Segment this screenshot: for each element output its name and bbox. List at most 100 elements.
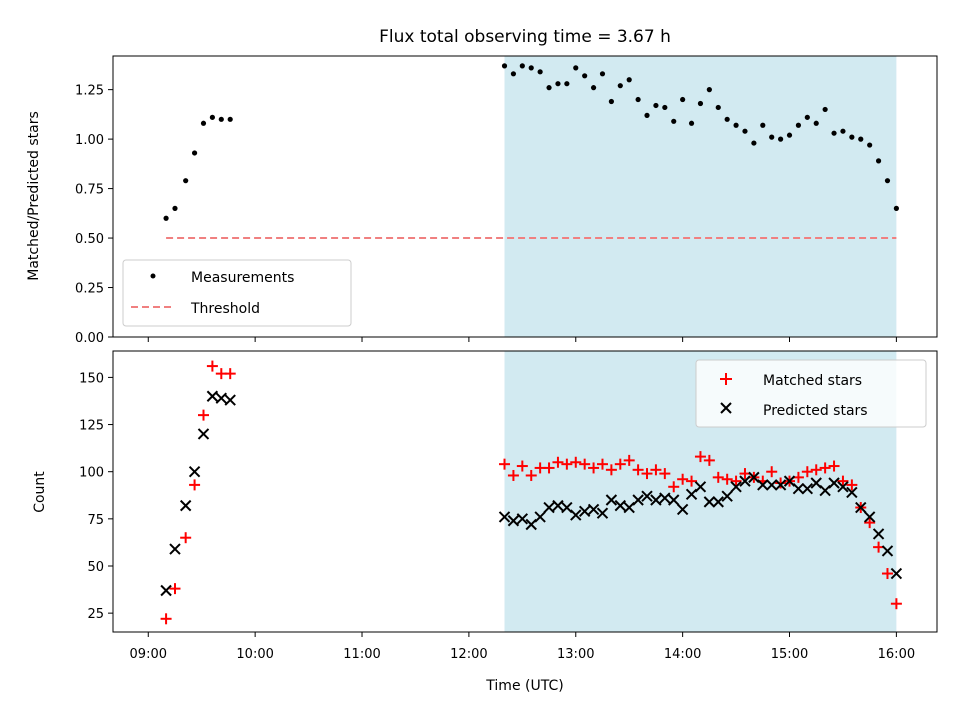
measurements-point <box>644 112 650 118</box>
predicted-stars-point <box>837 481 849 493</box>
measurements-point <box>760 122 766 128</box>
matched-stars-point <box>792 471 804 483</box>
x-tick-label: 11:00 <box>343 647 380 662</box>
measurements-point <box>813 120 819 126</box>
ratio-panel-legend: Measurements Threshold <box>122 259 352 327</box>
measurements-point <box>742 128 748 134</box>
predicted-stars-point <box>632 494 644 506</box>
measurements-point <box>680 96 686 103</box>
predicted-stars-point <box>160 584 172 597</box>
legend-marker-measurements <box>150 273 156 279</box>
predicted-stars-point <box>863 511 876 523</box>
measurements-point <box>831 130 837 136</box>
legend-label-predicted: Predicted stars <box>763 403 868 419</box>
matched-stars-point <box>668 481 680 493</box>
matched-stars-point <box>873 541 885 553</box>
matched-stars-point <box>659 468 671 480</box>
matched-stars-point <box>197 409 209 421</box>
matched-stars-point <box>819 462 831 474</box>
x-axis-label: Time (UTC) <box>485 678 563 694</box>
measurements-point <box>688 120 695 126</box>
measurements-point <box>875 158 882 164</box>
measurements-point <box>590 85 597 91</box>
measurements-point <box>786 132 793 138</box>
x-tick-label: 12:00 <box>450 647 487 662</box>
measurements-point <box>510 71 517 77</box>
measurements-point <box>599 71 606 77</box>
count-panel-legend: Matched stars Predicted stars <box>695 359 927 428</box>
matched-stars-point <box>189 479 201 491</box>
matched-stars-point <box>206 360 218 372</box>
predicted-stars-point <box>516 513 529 525</box>
predicted-stars-point <box>846 486 858 499</box>
matched-stars-point <box>712 471 724 483</box>
legend-label-matched: Matched stars <box>763 373 862 389</box>
matched-stars-point <box>614 458 626 470</box>
measurements-point <box>884 178 891 184</box>
measurements-point <box>769 134 775 140</box>
y-tick-label: 125 <box>79 419 104 434</box>
predicted-stars-point <box>215 392 228 404</box>
measurements-point <box>582 73 588 79</box>
predicted-stars-point <box>765 479 778 491</box>
predicted-stars-point <box>828 477 840 489</box>
matched-stars-point <box>775 477 787 489</box>
matched-stars-point <box>499 458 511 470</box>
matched-stars-point <box>516 460 528 472</box>
predicted-stars-point <box>605 494 618 506</box>
matched-stars-point <box>864 517 876 529</box>
measurements-point <box>564 81 570 87</box>
matched-stars-point <box>570 456 582 468</box>
matched-stars-point <box>596 458 608 470</box>
legend-marker-matched <box>720 373 732 385</box>
y-tick-label: 1.25 <box>75 84 104 99</box>
predicted-stars-point <box>881 545 894 557</box>
matched-stars-point <box>224 368 236 380</box>
measurements-point <box>218 116 224 122</box>
measurements-point <box>715 104 721 111</box>
predicted-stars-point <box>169 543 181 555</box>
y-tick-label: 75 <box>87 513 104 528</box>
matched-stars-point <box>552 456 564 468</box>
chart-title: Flux total observing time = 3.67 h <box>379 27 671 47</box>
y-tick-label: 0.25 <box>75 282 104 297</box>
predicted-stars-point <box>578 505 591 518</box>
ratio-panel-ylabel: Matched/Predicted stars <box>26 111 42 281</box>
matched-stars-point <box>828 460 840 472</box>
y-tick-label: 50 <box>87 560 104 575</box>
matched-stars-point <box>623 454 635 466</box>
predicted-stars-point <box>703 496 716 508</box>
predicted-stars-point <box>197 428 210 440</box>
predicted-stars-point <box>650 494 662 506</box>
matched-stars-point <box>810 464 822 476</box>
measurements-point <box>822 106 828 113</box>
y-tick-label: 0.50 <box>75 232 104 247</box>
x-tick-label: 16:00 <box>878 647 915 662</box>
matched-stars-point <box>846 479 858 491</box>
legend-marker-predicted <box>720 402 732 414</box>
matched-stars-point <box>801 466 813 478</box>
matched-stars-point <box>730 475 742 487</box>
predicted-stars-point <box>739 475 751 487</box>
measurements-point <box>191 150 198 156</box>
predicted-stars-point <box>712 496 724 508</box>
measurements-point <box>671 118 677 124</box>
predicted-stars-point <box>188 465 201 478</box>
measurements-point <box>706 87 712 93</box>
y-tick-label: 150 <box>79 371 104 386</box>
matched-stars-point <box>561 458 573 470</box>
measurements-point <box>546 85 552 91</box>
predicted-stars-point <box>757 479 769 491</box>
matched-stars-point <box>837 475 849 487</box>
measurements-point <box>653 102 659 109</box>
measurements-point <box>804 114 810 120</box>
measurements-point <box>163 215 169 221</box>
matched-stars-point <box>721 473 733 485</box>
measurements-point <box>608 98 614 105</box>
predicted-stars-point <box>668 494 680 506</box>
measurements-point <box>733 122 739 128</box>
matched-stars-point <box>588 462 600 474</box>
measurements-point <box>795 122 802 128</box>
predicted-stars-point <box>774 479 787 491</box>
matched-stars-point <box>694 451 706 463</box>
